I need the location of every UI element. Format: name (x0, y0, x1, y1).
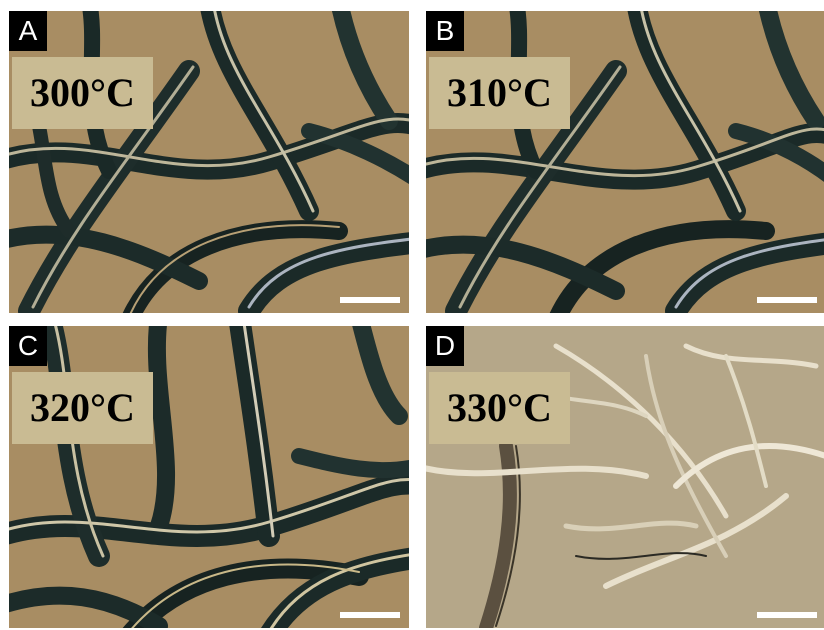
panel-letter: C (9, 326, 47, 366)
scale-bar (757, 612, 817, 618)
temperature-label: 330°C (429, 372, 570, 444)
scale-bar (757, 297, 817, 303)
temperature-label: 320°C (12, 372, 153, 444)
temperature-label: 300°C (12, 57, 153, 129)
panel-letter: D (426, 326, 464, 366)
panel-a: A 300°C (9, 11, 409, 313)
panel-c: C 320°C (9, 326, 409, 628)
panel-letter: A (9, 11, 47, 51)
scale-bar (340, 612, 400, 618)
panel-letter: B (426, 11, 464, 51)
micrograph-b (426, 11, 824, 313)
panel-d: D 330°C (426, 326, 824, 628)
micrograph-a (9, 11, 409, 313)
temperature-label: 310°C (429, 57, 570, 129)
panel-b: B 310°C (426, 11, 824, 313)
scale-bar (340, 297, 400, 303)
